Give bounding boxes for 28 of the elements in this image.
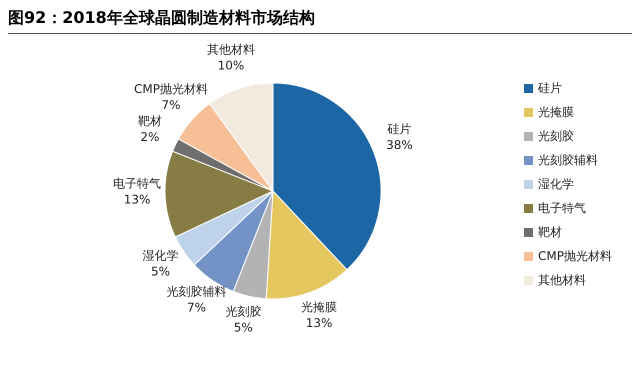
legend-label: 光刻胶辅料 (538, 152, 598, 169)
slice-label: 光刻胶 (225, 304, 262, 319)
legend-label: 硅片 (538, 80, 562, 97)
data-label: 5% (234, 320, 253, 335)
data-label: 10% (218, 58, 244, 73)
slice-label: CMP抛光材料 (134, 82, 208, 96)
legend-label: 其他材料 (538, 272, 586, 289)
slice-label: 靶材 (138, 114, 162, 128)
slice-label: 湿化学 (142, 248, 179, 262)
slice-label: 其他材料 (206, 42, 255, 57)
slice-label: 光刻胶辅料 (166, 284, 227, 298)
data-label: 5% (150, 264, 170, 278)
data-label: 38% (386, 138, 413, 152)
data-label: 13% (124, 192, 150, 206)
legend-label: 湿化学 (538, 176, 574, 193)
chart-title: 图92：2018年全球晶圆制造材料市场结构 (8, 8, 632, 34)
legend-label: 光掩膜 (538, 104, 574, 121)
legend-label: 光刻胶 (538, 128, 574, 145)
slice-label: 硅片 (386, 122, 412, 136)
slice-label: 电子特气 (113, 176, 162, 190)
data-label: 7% (161, 98, 181, 112)
legend-label: CMP抛光材料 (538, 248, 612, 265)
legend-label: 电子特气 (538, 200, 586, 217)
slice-label: 光掩膜 (301, 300, 338, 314)
data-label: 7% (187, 300, 206, 314)
data-label: 2% (140, 130, 160, 144)
data-label: 13% (306, 316, 332, 330)
legend-label: 靶材 (538, 224, 562, 241)
